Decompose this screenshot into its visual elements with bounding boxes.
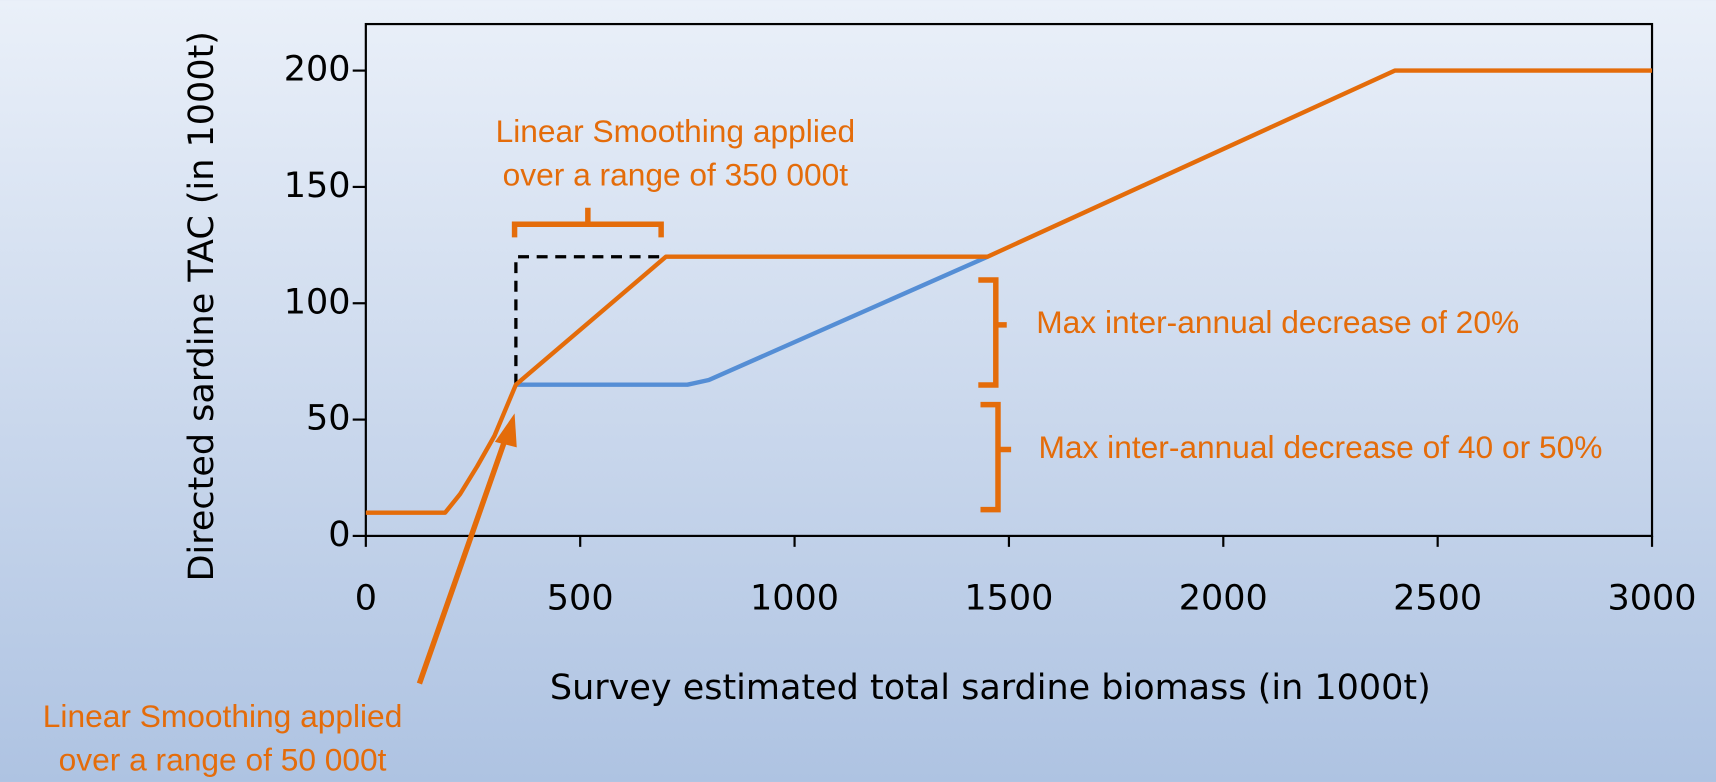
annotation: Max inter-annual decrease of 20% (1036, 304, 1519, 340)
y-tick-label: 0 (328, 515, 350, 555)
y-axis-label: Directed sardine TAC (in 1000t) (182, 31, 222, 581)
y-tick-label: 100 (284, 282, 351, 322)
annotation: over a range of 350 000t (503, 157, 849, 193)
bracket-40 (980, 401, 1012, 513)
x-axis-label: Survey estimated total sardine biomass (… (550, 668, 1431, 708)
y-tick-label: 150 (284, 166, 351, 206)
x-tick-label: 2500 (1393, 578, 1482, 618)
arrow-shaft (416, 436, 509, 685)
brackets (511, 207, 1012, 513)
bracket-20 (978, 277, 1007, 388)
line (365, 68, 1653, 515)
annotation: Linear Smoothing applied (43, 698, 403, 734)
x-tick-label: 3000 (1608, 578, 1697, 618)
line (515, 254, 989, 387)
x-tick-label: 1500 (964, 578, 1053, 618)
bracket-top (511, 207, 664, 238)
x-tick-label: 1000 (750, 578, 839, 618)
arrow-head (494, 413, 517, 448)
x-tick-label: 500 (547, 578, 614, 618)
x-tick-label: 0 (355, 578, 377, 618)
y-tick-label: 200 (284, 50, 351, 90)
annotation: Max inter-annual decrease of 40 or 50% (1038, 429, 1602, 465)
annotation: Linear Smoothing applied (496, 113, 856, 149)
y-tick-label: 50 (306, 399, 351, 439)
annotation: over a range of 50 000t (59, 742, 387, 778)
x-tick-label: 2000 (1179, 578, 1268, 618)
dashed-line (514, 255, 666, 385)
